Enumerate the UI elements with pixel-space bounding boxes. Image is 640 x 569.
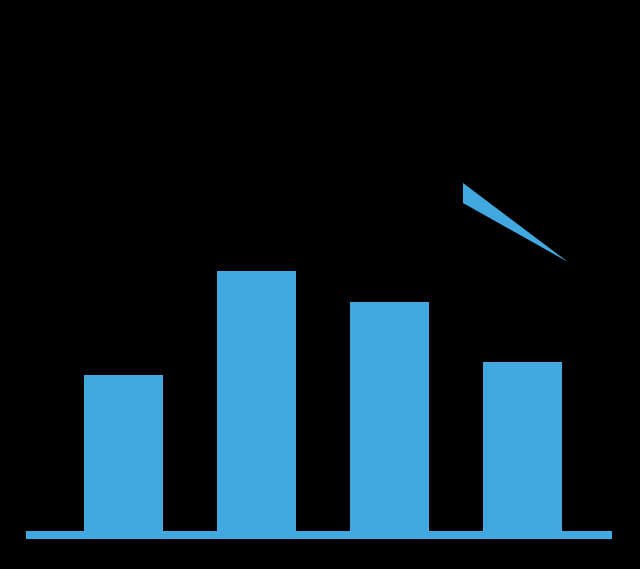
bar-3	[350, 302, 429, 539]
bar-4	[483, 362, 562, 539]
bar-2	[217, 271, 296, 539]
x-axis-line	[26, 531, 612, 539]
bar-1	[84, 375, 163, 539]
trend-needle-shape	[463, 183, 568, 262]
